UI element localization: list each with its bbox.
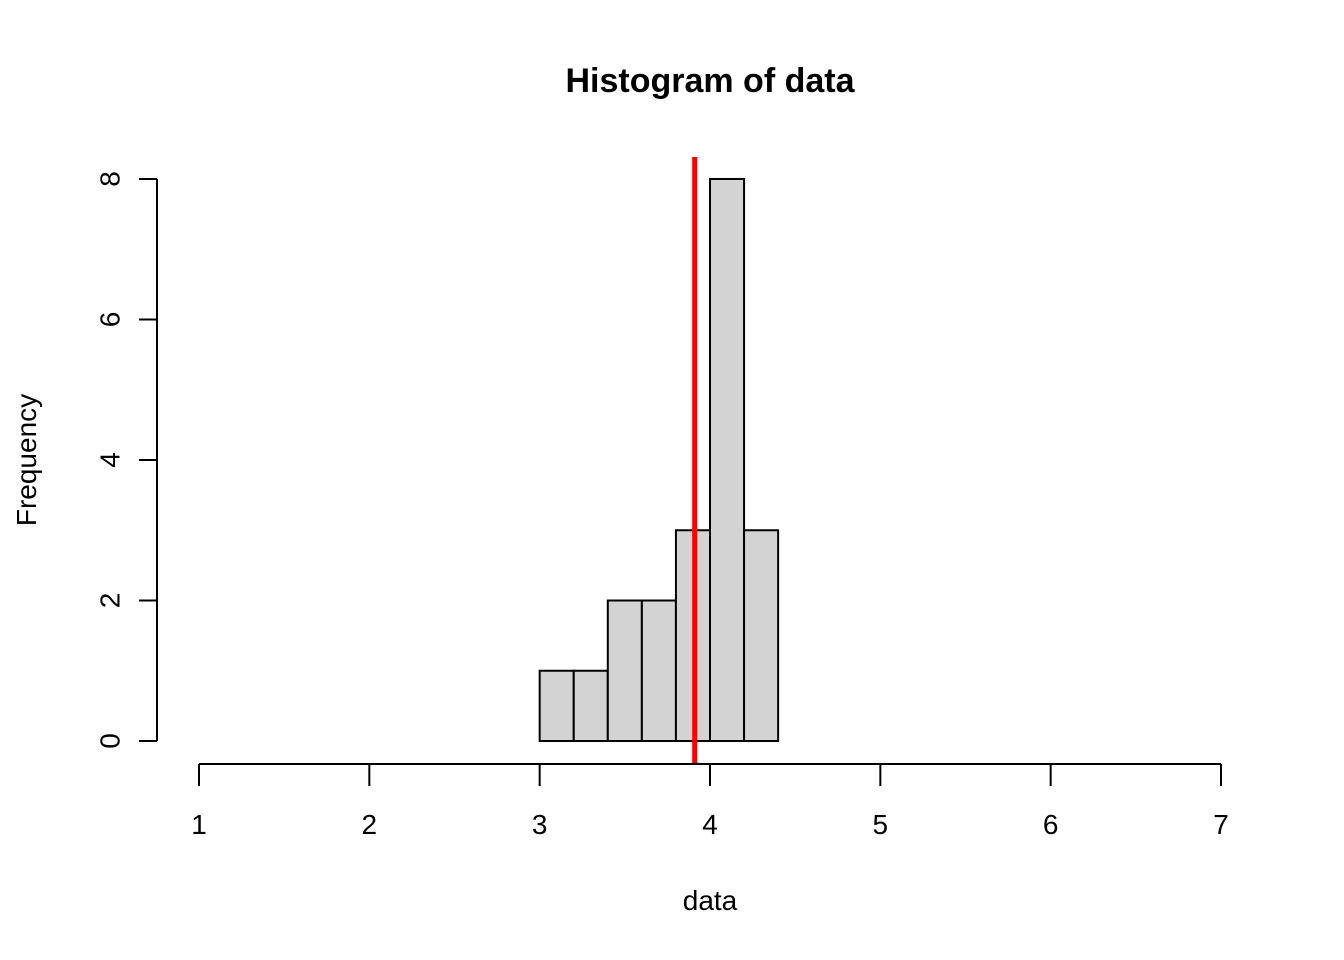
x-tick-label-6: 6 (1043, 809, 1059, 840)
chart-title: Histogram of data (565, 62, 855, 100)
x-axis-label: data (683, 885, 738, 916)
x-tick-label-1: 1 (191, 809, 207, 840)
y-ticks-group: 0 2 4 6 8 (95, 171, 157, 749)
histogram-bar-5 (709, 178, 746, 742)
x-tick-label-2: 2 (362, 809, 378, 840)
histogram-bar-0 (538, 669, 575, 742)
y-axis-label: Frequency (11, 394, 42, 526)
x-tick-label-5: 5 (873, 809, 889, 840)
y-tick-label-2: 2 (95, 593, 126, 609)
y-tick-label-6: 6 (95, 312, 126, 328)
histogram-bar-3 (640, 599, 677, 742)
histogram-bar-1 (572, 669, 609, 742)
bars-group (538, 178, 780, 742)
x-tick-label-3: 3 (532, 809, 548, 840)
histogram-bar-6 (743, 529, 780, 742)
histogram-bar-2 (606, 599, 643, 742)
x-tick-label-7: 7 (1213, 809, 1229, 840)
x-tick-label-4: 4 (702, 809, 718, 840)
y-tick-label-4: 4 (95, 452, 126, 468)
y-tick-label-8: 8 (95, 171, 126, 187)
y-tick-label-0: 0 (95, 733, 126, 749)
x-ticks-group: 1 2 3 4 5 6 7 (191, 764, 1229, 840)
